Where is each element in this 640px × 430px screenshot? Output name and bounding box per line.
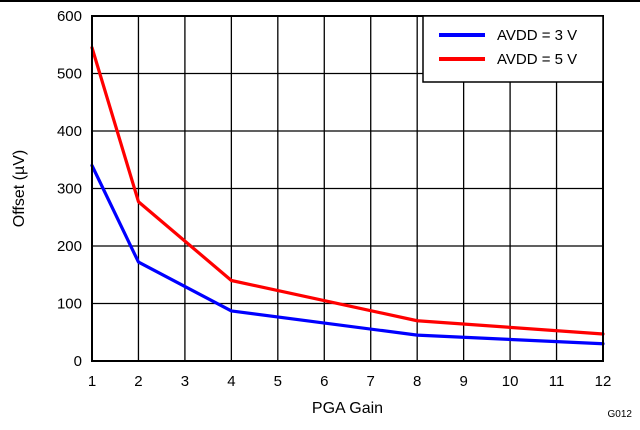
series-lines xyxy=(90,46,605,346)
y-axis-label: Offset (µV) xyxy=(11,150,28,227)
x-tick-label: 11 xyxy=(549,373,565,390)
series-line-avdd-3v xyxy=(90,163,605,346)
x-tick-label: 12 xyxy=(595,373,612,390)
y-tick-labels: 0 100 200 300 400 500 600 xyxy=(57,8,82,370)
x-tick-label: 3 xyxy=(181,373,189,390)
legend-label-avdd-5v: AVDD = 5 V xyxy=(497,51,577,68)
legend-label-avdd-3v: AVDD = 3 V xyxy=(497,27,577,44)
top-border-line xyxy=(0,0,640,2)
legend-box xyxy=(422,15,604,83)
y-tick-label: 400 xyxy=(57,123,82,140)
x-tick-label: 6 xyxy=(320,373,328,390)
x-tick-label: 2 xyxy=(134,373,142,390)
y-tick-label: 600 xyxy=(57,8,82,25)
plot-frame xyxy=(91,15,604,362)
legend: AVDD = 3 V AVDD = 5 V xyxy=(422,15,604,83)
y-tick-label: 0 xyxy=(74,353,82,370)
x-tick-label: 7 xyxy=(367,373,375,390)
y-tick-label: 100 xyxy=(57,296,82,313)
x-tick-label: 1 xyxy=(88,373,96,390)
x-tick-labels: 1 2 3 4 5 6 7 8 9 10 11 12 xyxy=(88,373,612,390)
x-tick-label: 4 xyxy=(227,373,235,390)
x-axis-label: PGA Gain xyxy=(312,400,383,417)
y-tick-label: 500 xyxy=(57,66,82,83)
y-tick-label: 300 xyxy=(57,181,82,198)
x-tick-label: 5 xyxy=(274,373,282,390)
figure-id: G012 xyxy=(608,409,633,420)
y-tick-label: 200 xyxy=(57,238,82,255)
x-tick-label: 8 xyxy=(413,373,421,390)
series-line-avdd-5v xyxy=(90,46,605,336)
x-tick-label: 9 xyxy=(459,373,467,390)
x-tick-label: 10 xyxy=(502,373,519,390)
